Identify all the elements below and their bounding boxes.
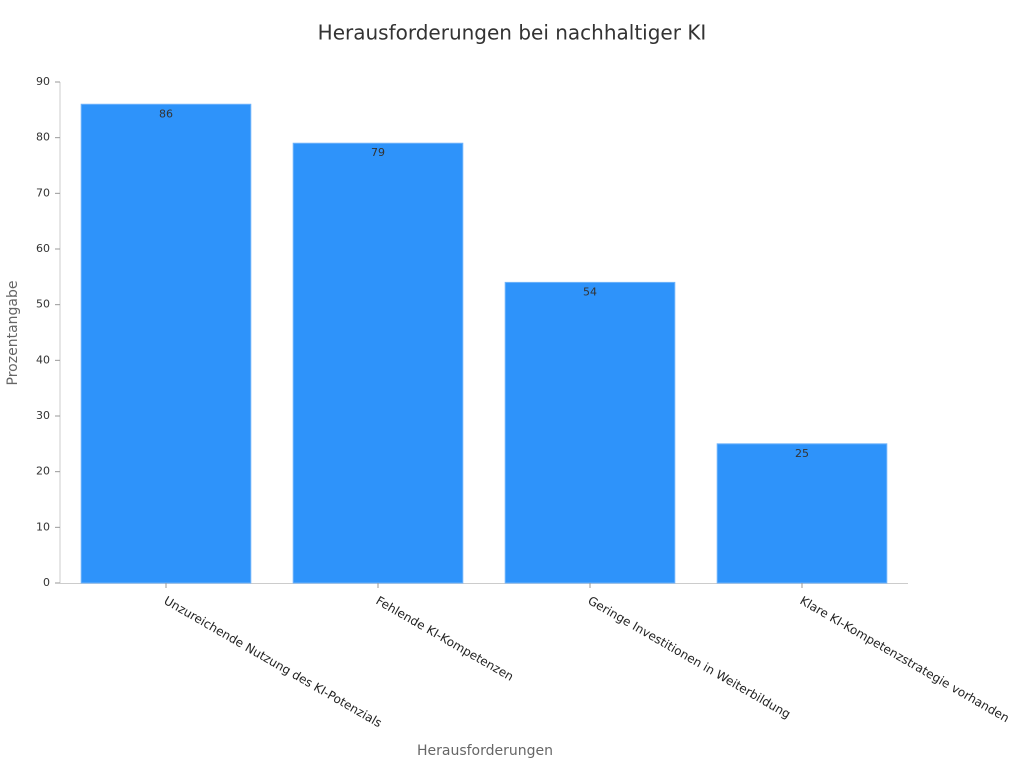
bar: [716, 443, 888, 584]
y-tick-label: 0: [43, 576, 50, 589]
bar: [504, 281, 676, 584]
y-tick-label: 60: [36, 242, 50, 255]
y-tick-label: 90: [36, 75, 50, 88]
x-tick-label: Fehlende KI-Kompetenzen: [374, 593, 516, 683]
x-axis-label: Herausforderungen: [417, 743, 553, 759]
y-tick-label: 10: [36, 520, 50, 533]
y-tick-label: 30: [36, 409, 50, 422]
y-tick-label: 40: [36, 353, 50, 366]
data-label: 86: [159, 107, 173, 120]
y-tick-label: 80: [36, 131, 50, 144]
chart-title: Herausforderungen bei nachhaltiger KI: [318, 21, 707, 45]
x-tick-label: Unzureichende Nutzung des KI-Potenzials: [162, 593, 385, 730]
x-tick-label: Klare KI-Kompetenzstrategie vorhanden: [798, 593, 1012, 725]
y-tick-label: 50: [36, 298, 50, 311]
data-label: 25: [795, 447, 809, 460]
y-tick-label: 20: [36, 465, 50, 478]
y-axis-label: Prozentangabe: [5, 281, 21, 386]
data-label: 79: [371, 146, 385, 159]
x-tick-label: Geringe Investitionen in Weiterbildung: [586, 593, 793, 721]
y-tick-label: 70: [36, 186, 50, 199]
data-label: 54: [583, 285, 597, 298]
bar: [292, 142, 464, 584]
bar: [80, 103, 252, 584]
